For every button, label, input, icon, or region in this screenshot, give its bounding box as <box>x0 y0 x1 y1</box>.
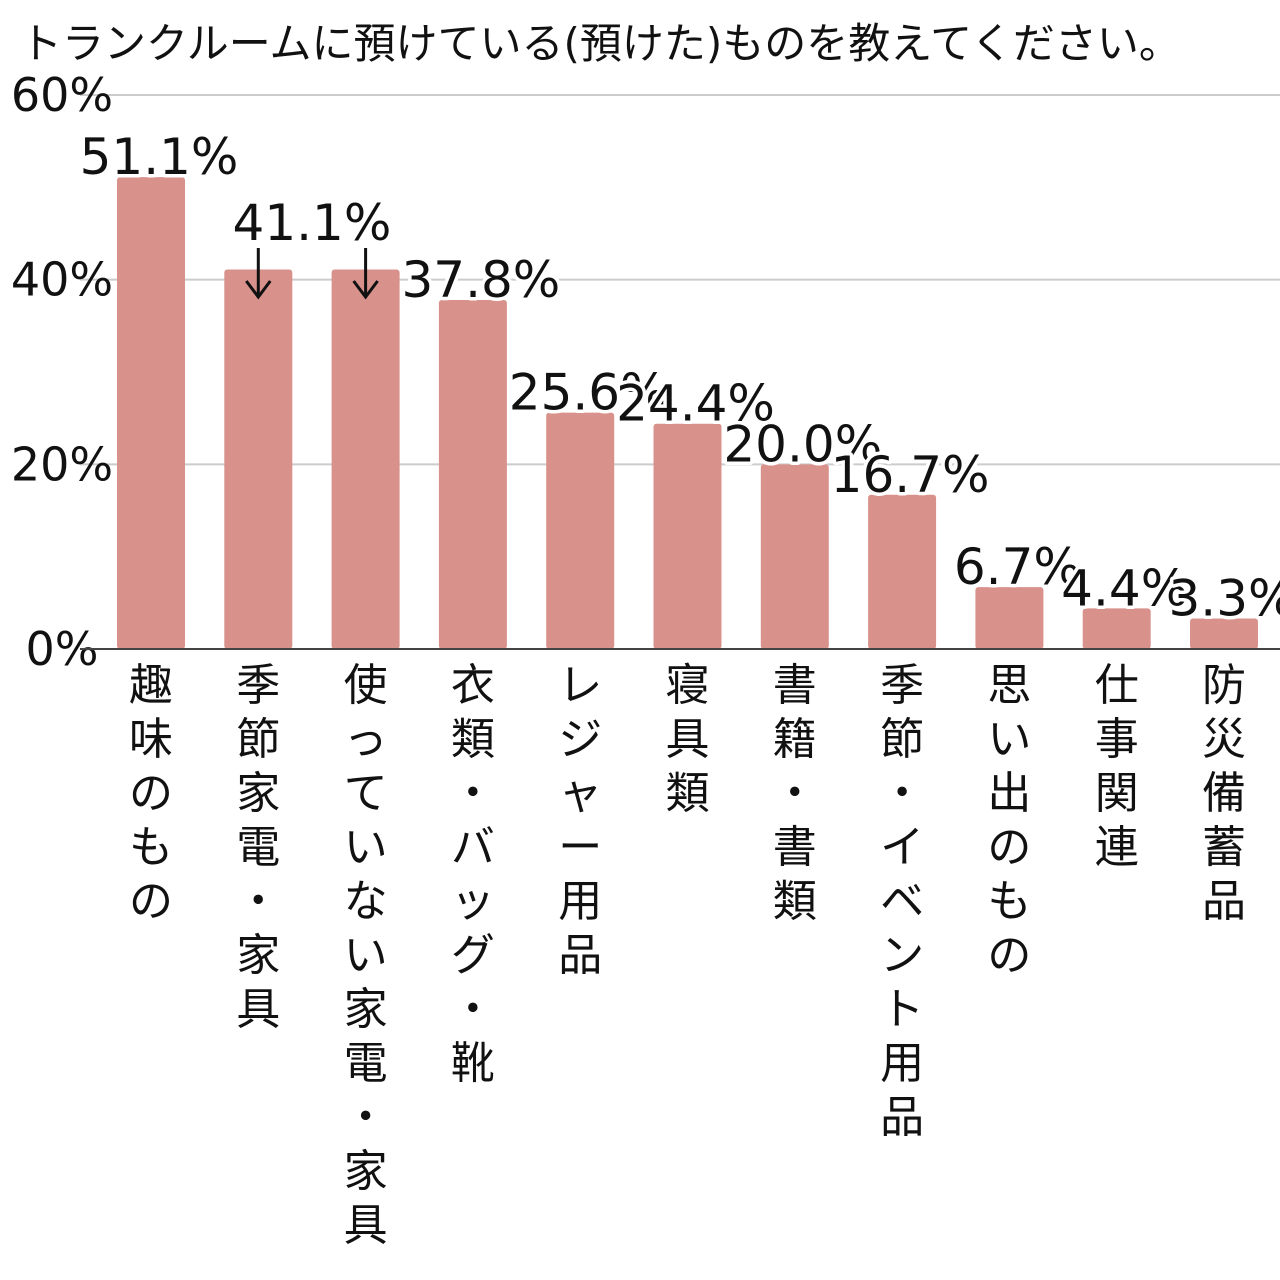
value-label: 6.7% <box>954 538 1081 596</box>
category-label: 書籍・書類 <box>773 660 817 927</box>
value-label: 4.4% <box>1061 559 1188 617</box>
category-label: 防災備蓄品 <box>1202 660 1246 927</box>
chart-title: トランクルームに預けている(預けた)ものを教えてください。 <box>20 19 1181 68</box>
value-label: 25.6% <box>509 364 668 422</box>
value-label: 20.0% <box>723 415 882 473</box>
category-label: 思い出のもの <box>987 660 1031 981</box>
category-labels: 趣味のもの 季節家電・家具 使っていない家電・家具 衣類・バッグ・靴 レジャー用品 寝具類… <box>129 660 1246 1251</box>
value-labels: 51.1% 37.8% 25.6%24.4%20.0%16.7% 6.7%4.4%3.… <box>76 125 1280 631</box>
bar <box>1190 618 1258 649</box>
shared-value-label: 41.1% <box>233 194 392 252</box>
category-label: 趣味のもの <box>129 660 173 927</box>
y-tick-label: 20% <box>11 437 113 491</box>
value-label: 16.7% <box>831 446 990 504</box>
category-label: 季節家電・家具 <box>236 660 280 1035</box>
bar <box>331 269 400 649</box>
category-label: 使っていない家電・家具 <box>344 660 388 1251</box>
bar <box>653 423 722 649</box>
y-tick-label: 60% <box>11 68 113 122</box>
category-label: 衣類・バッグ・靴 <box>451 660 495 1089</box>
value-label: 51.1% <box>80 128 239 186</box>
category-label: 寝具類 <box>666 660 710 819</box>
bars <box>117 177 1258 649</box>
value-label: 37.8% <box>401 251 560 309</box>
bar <box>975 587 1044 649</box>
value-label: 24.4% <box>616 375 775 433</box>
bar <box>760 464 829 649</box>
arrow-head-icon <box>245 280 272 300</box>
bar <box>868 494 937 649</box>
value-label: 3.3% <box>1168 570 1280 628</box>
bar <box>546 412 615 649</box>
bar <box>224 269 293 649</box>
bar <box>117 177 185 649</box>
category-label: 季節・イベント用品 <box>880 660 924 1143</box>
category-label: 仕事関連 <box>1095 660 1139 873</box>
category-label: レジャー用品 <box>558 660 602 981</box>
y-tick-label: 40% <box>11 253 113 307</box>
bar <box>438 299 507 649</box>
bar <box>1082 608 1151 649</box>
shared-annotation: 41.1% <box>229 191 395 300</box>
arrow-head-icon <box>352 280 379 300</box>
